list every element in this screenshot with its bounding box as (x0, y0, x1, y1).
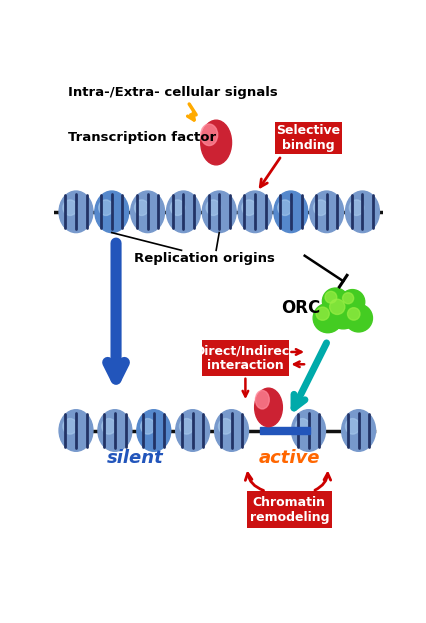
Text: Replication origins: Replication origins (134, 252, 274, 265)
Ellipse shape (273, 191, 307, 232)
Ellipse shape (313, 200, 327, 216)
FancyBboxPatch shape (246, 492, 331, 528)
Ellipse shape (291, 410, 325, 451)
Ellipse shape (295, 419, 309, 434)
Ellipse shape (63, 200, 77, 216)
Ellipse shape (277, 200, 291, 216)
Ellipse shape (202, 191, 236, 232)
Ellipse shape (176, 410, 209, 451)
Ellipse shape (59, 410, 93, 451)
FancyBboxPatch shape (274, 121, 342, 154)
Ellipse shape (255, 391, 269, 409)
Text: silent: silent (106, 449, 163, 467)
Text: Selective
binding: Selective binding (276, 124, 340, 152)
Ellipse shape (200, 120, 231, 165)
Ellipse shape (348, 200, 363, 216)
Text: Direct/Indirect
interaction: Direct/Indirect interaction (194, 344, 295, 372)
Ellipse shape (136, 410, 170, 451)
Ellipse shape (341, 410, 374, 451)
Text: ORC: ORC (281, 299, 320, 317)
Ellipse shape (170, 200, 184, 216)
Ellipse shape (214, 410, 248, 451)
Circle shape (312, 303, 342, 333)
Text: Intra-/Extra- cellular signals: Intra-/Extra- cellular signals (68, 87, 277, 99)
Circle shape (344, 304, 371, 332)
Circle shape (340, 290, 364, 314)
Ellipse shape (179, 419, 193, 434)
Ellipse shape (63, 419, 77, 434)
Ellipse shape (134, 200, 149, 216)
Text: Transcription factor: Transcription factor (68, 131, 216, 145)
Bar (259, 427, 309, 434)
Ellipse shape (95, 191, 129, 232)
Ellipse shape (98, 200, 113, 216)
Ellipse shape (140, 419, 155, 434)
Ellipse shape (101, 419, 116, 434)
Ellipse shape (218, 419, 232, 434)
Ellipse shape (206, 200, 220, 216)
Ellipse shape (345, 419, 359, 434)
Ellipse shape (309, 191, 343, 232)
Ellipse shape (242, 200, 256, 216)
Ellipse shape (345, 191, 378, 232)
Text: Chromatin
remodeling: Chromatin remodeling (249, 496, 328, 524)
Circle shape (342, 293, 353, 304)
Circle shape (329, 299, 344, 315)
Ellipse shape (166, 191, 200, 232)
Ellipse shape (200, 124, 217, 146)
Ellipse shape (98, 410, 132, 451)
Ellipse shape (59, 191, 93, 232)
Circle shape (322, 288, 348, 314)
Text: active: active (258, 449, 320, 467)
Circle shape (325, 295, 359, 329)
Ellipse shape (130, 191, 164, 232)
Circle shape (347, 308, 359, 320)
FancyBboxPatch shape (202, 340, 288, 376)
Circle shape (324, 292, 336, 303)
Circle shape (315, 307, 328, 320)
Ellipse shape (238, 191, 271, 232)
Ellipse shape (254, 388, 282, 427)
